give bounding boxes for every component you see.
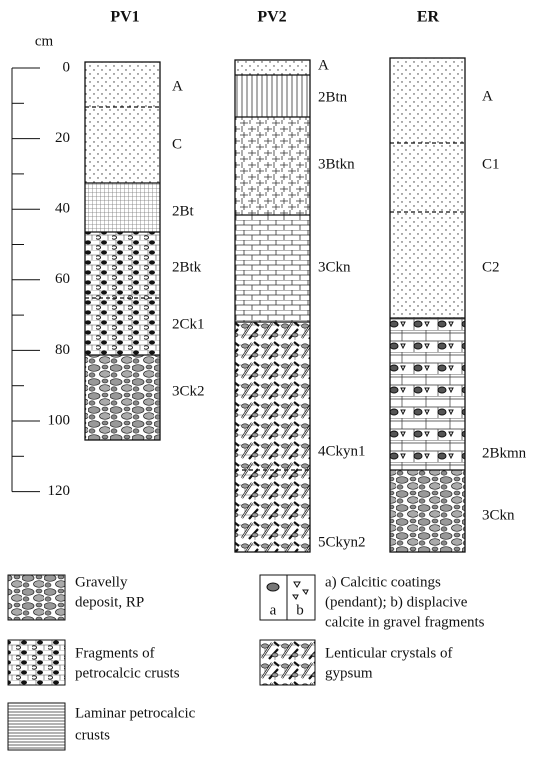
legend-sublabel: b	[296, 602, 304, 618]
legend: Gravelly deposit, RP Fragments of petrocalc…	[8, 574, 485, 750]
legend-text: calcite in gravel fragments	[325, 614, 485, 630]
legend-text: gypsum	[325, 665, 373, 681]
horizon	[235, 117, 310, 215]
horizon-label: C	[172, 136, 182, 152]
horizon-label: 3Btkn	[318, 156, 355, 172]
horizon	[390, 58, 465, 143]
horizon	[85, 107, 160, 183]
horizon-label: 3Ckn	[482, 507, 515, 523]
legend-text: Gravelly	[75, 574, 128, 590]
horizon	[85, 232, 160, 298]
horizon-label: 3Ckn	[318, 259, 351, 275]
legend-text: Laminar petrocalcic	[75, 705, 196, 721]
page: {"columns":[ {"name":"PV1","horizons":["…	[0, 0, 543, 772]
legend-text: a) Calcitic coatings	[325, 574, 441, 590]
depth-unit: cm	[35, 33, 54, 49]
horizon-label: A	[172, 78, 183, 94]
horizon	[235, 60, 310, 75]
horizon	[390, 318, 465, 470]
column-title: ER	[417, 9, 440, 26]
horizon	[235, 322, 310, 470]
horizon	[85, 183, 160, 232]
horizon	[390, 470, 465, 552]
legend-swatch	[8, 703, 65, 750]
legend-text: deposit, RP	[75, 594, 144, 610]
depth-label: 100	[48, 412, 71, 428]
depth-label: 60	[55, 271, 70, 287]
legend-swatch	[8, 640, 65, 685]
horizon	[235, 470, 310, 552]
legend-text: (pendant); b) displacive	[325, 594, 468, 610]
profile-column	[390, 58, 465, 552]
horizon	[85, 62, 160, 107]
legend-sublabel: a	[270, 602, 277, 618]
horizon	[235, 215, 310, 322]
depth-label: 120	[48, 483, 71, 499]
horizon	[390, 143, 465, 212]
legend-swatch	[260, 640, 315, 685]
legend-swatch	[8, 575, 65, 620]
horizon-label: 2Btk	[172, 259, 202, 275]
horizon-label: C2	[482, 259, 500, 275]
soil-profiles: PV1 PV2 ER cm Gravelly deposit, RP Fragmen…	[0, 0, 543, 772]
legend-text: Lenticular crystals of	[325, 645, 452, 661]
horizon-label: C1	[482, 156, 500, 172]
horizon-label: 2Bt	[172, 203, 195, 219]
horizon	[85, 298, 160, 355]
horizon-label: 2Bkmn	[482, 445, 527, 461]
horizon-label: 5Ckyn2	[318, 534, 366, 550]
horizon-label: A	[318, 57, 329, 73]
column-title: PV1	[110, 9, 139, 26]
horizon	[390, 212, 465, 318]
depth-label: 20	[55, 130, 70, 146]
column-title: PV2	[257, 9, 286, 26]
horizon-label: 2Btn	[318, 89, 348, 105]
horizon	[235, 75, 310, 117]
icon	[267, 583, 279, 591]
horizon-label: A	[482, 88, 493, 104]
horizon	[85, 355, 160, 440]
legend-text: crusts	[75, 727, 110, 743]
depth-label: 0	[63, 59, 71, 75]
horizon-label: 3Ck2	[172, 383, 205, 399]
profile-column	[85, 62, 160, 440]
profile-column	[235, 60, 310, 552]
legend-text: Fragments of	[75, 645, 155, 661]
horizon-label: 4Ckyn1	[318, 443, 366, 459]
legend-text: petrocalcic crusts	[75, 665, 180, 681]
horizon-label: 2Ck1	[172, 316, 205, 332]
depth-label: 80	[55, 342, 70, 358]
depth-label: 40	[55, 201, 70, 217]
